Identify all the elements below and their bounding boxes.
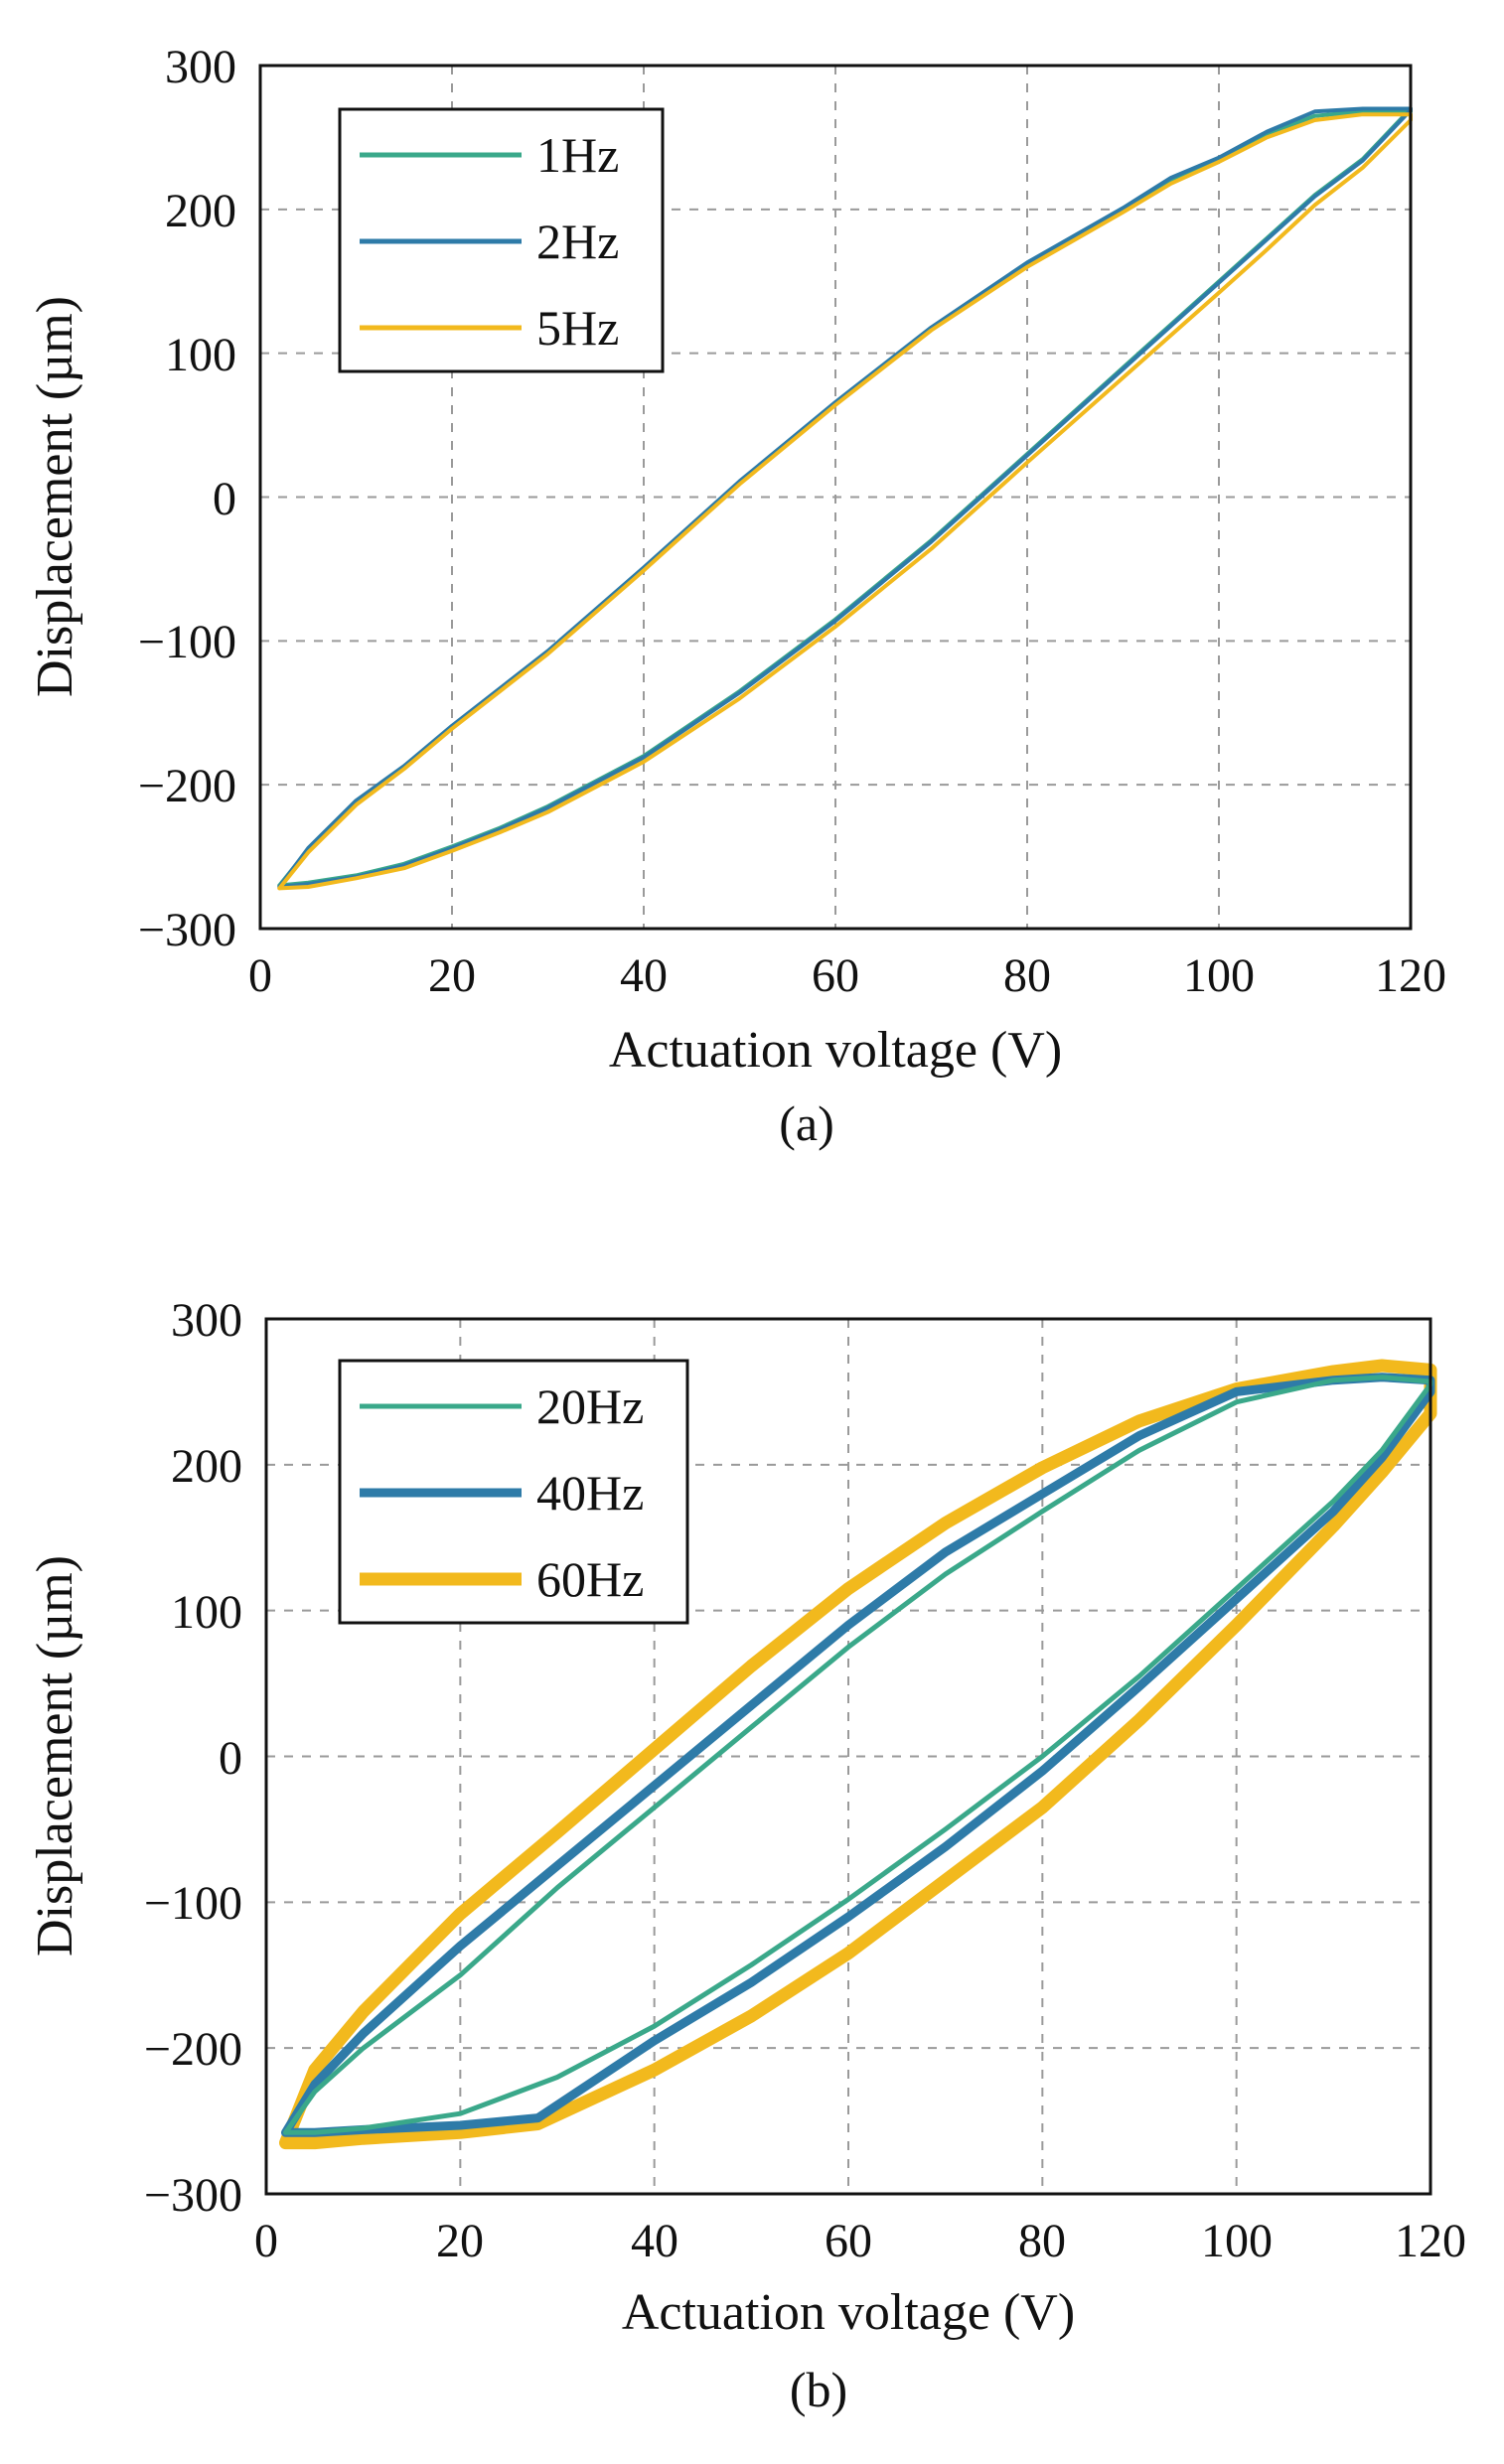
y-tick-label: 200 <box>165 185 236 237</box>
x-tick-label: 100 <box>1201 2215 1273 2267</box>
y-tick-label: 300 <box>171 1294 242 1347</box>
x-tick-labels-b: 0 20 40 60 80 100 120 <box>254 2215 1466 2267</box>
x-tick-label: 80 <box>1018 2215 1066 2267</box>
y-tick-label: −200 <box>144 2023 242 2076</box>
y-tick-label: 0 <box>219 1732 242 1785</box>
x-tick-label: 0 <box>248 949 272 1002</box>
panel-caption-a: (a) <box>779 1095 834 1151</box>
plot-frame-a <box>258 64 1413 931</box>
y-tick-labels-a: 300 200 100 0 −100 −200 −300 <box>138 41 236 956</box>
y-tick-label: 100 <box>165 329 236 381</box>
x-axis-label-a: Actuation voltage (V) <box>609 1022 1062 1079</box>
x-tick-label: 100 <box>1183 949 1255 1002</box>
x-tick-label: 120 <box>1375 949 1446 1002</box>
legend-label: 2Hz <box>536 214 619 269</box>
y-tick-labels-b: 300 200 100 0 −100 −200 −300 <box>144 1294 242 2222</box>
y-tick-label: −300 <box>138 904 236 956</box>
x-tick-label: 20 <box>436 2215 484 2267</box>
panel-caption-b: (b) <box>790 2362 847 2417</box>
legend-label: 40Hz <box>536 1465 644 1521</box>
legend-a: 1Hz 2Hz 5Hz <box>338 107 665 373</box>
y-tick-label: 200 <box>171 1440 242 1493</box>
y-tick-label: −100 <box>138 616 236 668</box>
y-tick-label: 100 <box>171 1586 242 1639</box>
legend-label: 20Hz <box>536 1378 644 1434</box>
x-tick-label: 40 <box>620 949 668 1002</box>
x-tick-labels-a: 0 20 40 60 80 100 120 <box>248 949 1446 1002</box>
x-tick-label: 60 <box>825 2215 872 2267</box>
y-tick-label: −200 <box>138 760 236 812</box>
y-tick-label: 300 <box>165 41 236 93</box>
y-tick-label: −300 <box>144 2169 242 2222</box>
chart-panel-a: 300 200 100 0 −100 −200 −300 0 20 40 60 … <box>27 41 1446 1151</box>
x-tick-label: 80 <box>1003 949 1051 1002</box>
y-tick-label: 0 <box>213 473 236 525</box>
legend-label: 5Hz <box>536 300 619 356</box>
chart-panel-b: 300 200 100 0 −100 −200 −300 0 20 40 60 … <box>27 1294 1466 2417</box>
legend-label: 1Hz <box>536 127 619 183</box>
y-axis-label-b: Displacement (µm) <box>27 1555 83 1957</box>
legend-b: 20Hz 40Hz 60Hz <box>338 1359 689 1625</box>
x-tick-label: 120 <box>1395 2215 1466 2267</box>
legend-label: 60Hz <box>536 1551 644 1607</box>
plot-frame-b <box>264 1317 1432 2196</box>
x-tick-label: 0 <box>254 2215 278 2267</box>
x-axis-label-b: Actuation voltage (V) <box>622 2284 1075 2341</box>
x-tick-label: 60 <box>812 949 859 1002</box>
y-tick-label: −100 <box>144 1877 242 1930</box>
x-tick-label: 40 <box>631 2215 678 2267</box>
y-axis-label-a: Displacement (µm) <box>27 296 83 697</box>
x-tick-label: 20 <box>428 949 476 1002</box>
